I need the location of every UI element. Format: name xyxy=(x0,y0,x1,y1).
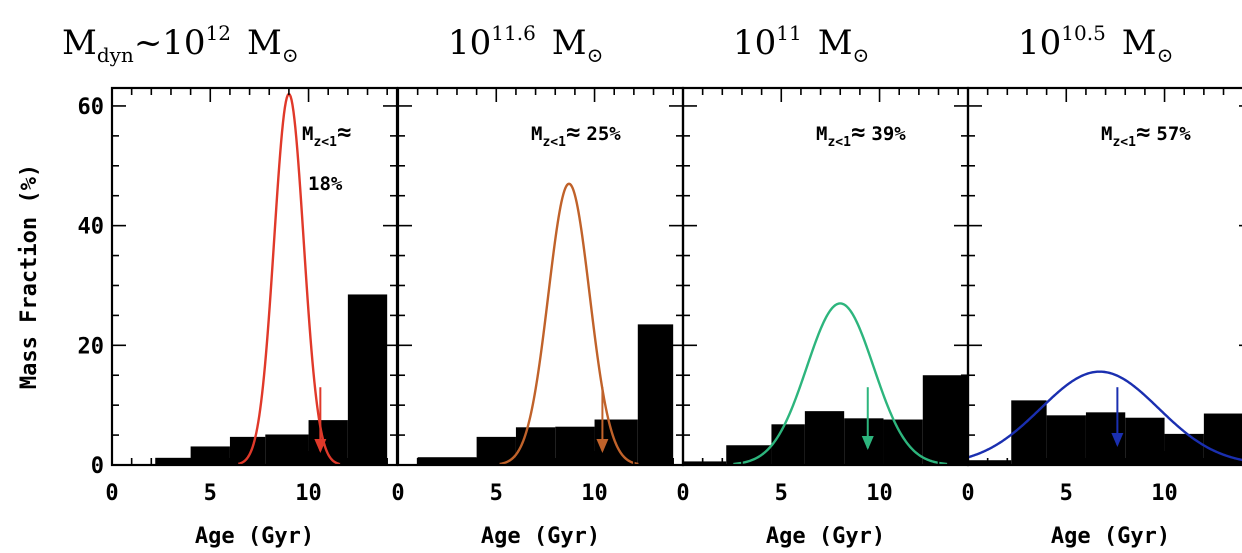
x-axis-title: Age (Gyr) xyxy=(766,524,885,549)
x-tick-label: 10 xyxy=(866,481,893,506)
title-unit: M xyxy=(247,23,282,63)
histogram-bar xyxy=(726,445,772,465)
histogram-bar xyxy=(308,420,348,465)
annotation-value: 25% xyxy=(586,123,621,145)
title-base: 10 xyxy=(1018,23,1061,63)
annotation-m: M xyxy=(816,123,827,145)
title-unit: M xyxy=(552,23,587,63)
title-superscript: 12 xyxy=(206,21,231,45)
x-axis-title: Age (Gyr) xyxy=(195,524,314,549)
title-base: ~10 xyxy=(134,23,206,63)
x-tick-label: 10 xyxy=(295,481,322,506)
arrow-head xyxy=(314,439,327,454)
annotation-subscript: z<1 xyxy=(542,135,566,150)
title-superscript: 10.5 xyxy=(1061,21,1106,45)
annotation-subscript: z<1 xyxy=(827,135,851,150)
annotation-label: Mz<1≈ xyxy=(302,118,351,150)
title-unit: M xyxy=(818,23,853,63)
x-axis-title: Age (Gyr) xyxy=(1051,524,1170,549)
histogram-bar xyxy=(1203,413,1242,465)
x-tick-label: 5 xyxy=(1060,481,1073,506)
x-tick-label: 10 xyxy=(581,481,608,506)
gaussian-curve xyxy=(733,302,948,466)
panel-title: 1010.5 M⊙ xyxy=(1018,21,1173,67)
title-base: 10 xyxy=(733,23,776,63)
histogram-bar xyxy=(683,461,727,465)
annotation-m: M xyxy=(302,123,313,145)
x-tick-label: 5 xyxy=(775,481,788,506)
histogram-bar xyxy=(417,457,477,465)
annotation-label: Mz<1≈ 25% xyxy=(531,118,621,150)
title-subscript: dyn xyxy=(97,43,134,67)
x-tick-label: 5 xyxy=(490,481,503,506)
x-tick-label: 10 xyxy=(1151,481,1178,506)
title-unit-symbol: ⊙ xyxy=(282,43,299,67)
panel-title: Mdyn~1012 M⊙ xyxy=(62,21,299,67)
histogram-bar xyxy=(804,411,845,465)
panel-title: 1011 M⊙ xyxy=(733,21,869,67)
title-superscript: 11 xyxy=(776,21,801,45)
histogram-bar xyxy=(1125,417,1165,465)
title-unit-symbol: ⊙ xyxy=(1157,43,1174,67)
annotation-m: M xyxy=(531,123,542,145)
annotation-value: 18% xyxy=(308,173,343,195)
x-tick-label: 0 xyxy=(391,481,404,506)
annotation-approx: ≈ xyxy=(1136,118,1150,146)
x-tick-label: 0 xyxy=(961,481,974,506)
annotation-approx: ≈ xyxy=(337,118,351,146)
gaussian-curve xyxy=(967,370,1242,462)
title-base: 10 xyxy=(448,23,491,63)
panel-title: 1011.6 M⊙ xyxy=(448,21,603,67)
annotation-subscript: z<1 xyxy=(313,135,337,150)
histogram-bar xyxy=(637,324,674,465)
histogram-bar xyxy=(844,418,884,465)
arrow-head xyxy=(861,436,874,451)
annotation-subscript: z<1 xyxy=(1112,135,1136,150)
histogram-bar xyxy=(347,294,388,465)
x-tick-label: 5 xyxy=(204,481,217,506)
y-tick-label: 20 xyxy=(78,334,105,359)
y-axis-title: Mass Fraction (%) xyxy=(17,164,42,389)
x-tick-label: 0 xyxy=(105,481,118,506)
annotation-approx: ≈ xyxy=(851,118,865,146)
title-unit-symbol: ⊙ xyxy=(587,43,604,67)
arrow-head xyxy=(596,439,609,454)
annotation-value: 39% xyxy=(871,123,906,145)
y-tick-label: 60 xyxy=(78,95,105,120)
histogram-bar xyxy=(922,375,968,465)
title-superscript: 11.6 xyxy=(491,21,536,45)
histogram-bar xyxy=(265,434,309,465)
title-unit: M xyxy=(1122,23,1157,63)
histogram-bar xyxy=(771,424,805,465)
arrow-head xyxy=(1111,433,1124,448)
annotation-label: Mz<1≈ 39% xyxy=(816,118,906,150)
title-main: M xyxy=(62,23,97,63)
y-tick-label: 0 xyxy=(91,454,104,479)
plot-frame xyxy=(966,86,1242,467)
histogram-bar xyxy=(968,460,1012,465)
annotation-value: 57% xyxy=(1156,123,1191,145)
gaussian-curve xyxy=(499,182,639,466)
x-axis-title: Age (Gyr) xyxy=(481,524,600,549)
x-tick-label: 0 xyxy=(676,481,689,506)
histogram-bar xyxy=(229,436,266,465)
histogram-bar xyxy=(155,457,191,465)
annotation-m: M xyxy=(1101,123,1112,145)
histogram-bar xyxy=(883,419,923,465)
annotation-approx: ≈ xyxy=(566,118,580,146)
y-tick-label: 40 xyxy=(78,215,105,240)
histogram-bar xyxy=(1011,400,1047,465)
title-unit-symbol: ⊙ xyxy=(853,43,870,67)
annotation-label: Mz<1≈ 57% xyxy=(1101,118,1191,150)
panel-1: 0 5 10 0 20 40 60 Age (Gyr) Mass Fraction (%) Mdy… xyxy=(17,21,399,549)
